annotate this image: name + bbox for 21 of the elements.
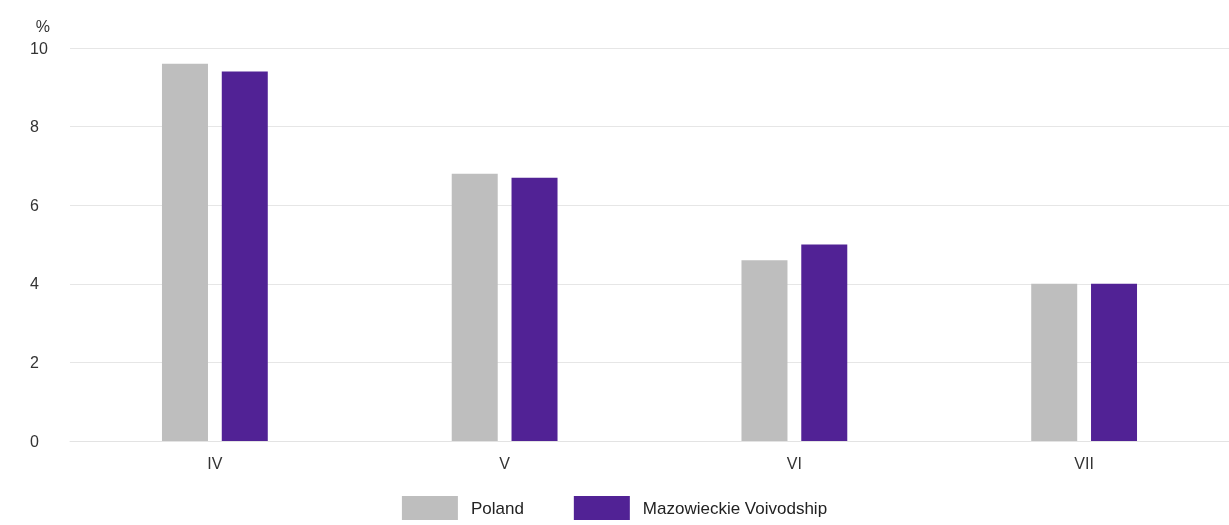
- x-tick-label: VII: [1074, 454, 1094, 472]
- bar: [511, 177, 558, 441]
- y-tick-label: 2: [30, 353, 39, 371]
- y-tick-label: 6: [30, 196, 39, 214]
- y-tick-label: 0: [30, 432, 39, 450]
- bar: [221, 71, 268, 441]
- bar: [741, 260, 788, 441]
- y-axis-title: %: [35, 17, 50, 35]
- x-tick-label: VI: [786, 454, 802, 472]
- y-tick-label: 10: [30, 39, 48, 57]
- bar: [1031, 283, 1078, 441]
- bar: [1091, 283, 1138, 441]
- x-tick-label: V: [499, 454, 511, 472]
- x-tick-label: IV: [207, 454, 223, 472]
- y-tick-label: 4: [30, 275, 39, 293]
- y-tick-label: 8: [30, 118, 39, 136]
- bar: [801, 244, 848, 441]
- bar: [161, 63, 208, 441]
- legend-label: Poland: [470, 498, 524, 518]
- legend-label: Mazowieckie Voivodship: [642, 498, 828, 518]
- bar: [451, 173, 498, 441]
